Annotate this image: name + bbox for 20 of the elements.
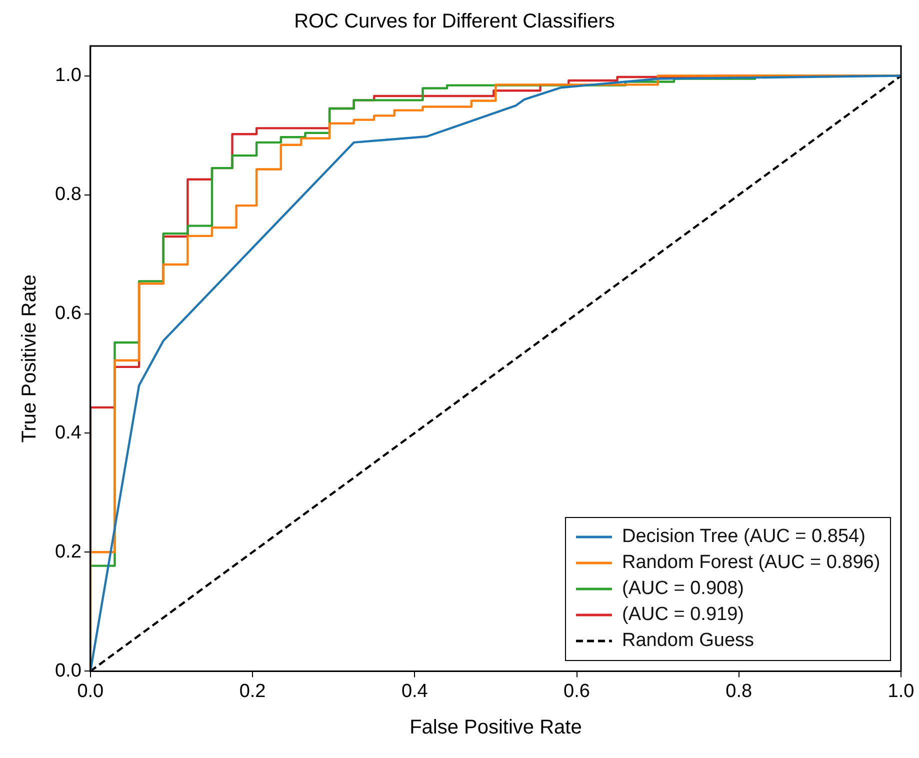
x-tick-label: 0.6 xyxy=(564,680,590,702)
chart-title: ROC Curves for Different Classifiers xyxy=(294,10,615,33)
y-tick-label: 0.8 xyxy=(54,184,82,206)
y-tick-label: 0.0 xyxy=(54,660,82,682)
x-axis-title: False Positive Rate xyxy=(410,716,582,739)
legend-label: (AUC = 0.908) xyxy=(622,578,744,600)
y-tick-label: 0.4 xyxy=(54,422,82,444)
x-tick-label: 1.0 xyxy=(888,680,914,702)
y-tick-label: 0.6 xyxy=(54,303,82,324)
legend-label: (AUC = 0.919) xyxy=(622,604,744,626)
y-tick-label: 0.2 xyxy=(54,541,82,562)
legend-label: Decision Tree (AUC = 0.854) xyxy=(622,526,866,548)
legend-label: Random Forest (AUC = 0.896) xyxy=(622,552,880,574)
y-axis-title: True Positivie Rate xyxy=(18,274,41,443)
y-tick-label: 1.0 xyxy=(54,65,82,86)
legend-label: Random Guess xyxy=(622,630,754,652)
x-tick-label: 0.0 xyxy=(77,680,104,702)
x-tick-label: 0.2 xyxy=(239,680,266,702)
x-tick-label: 0.8 xyxy=(726,680,752,702)
x-tick-label: 0.4 xyxy=(401,680,428,702)
